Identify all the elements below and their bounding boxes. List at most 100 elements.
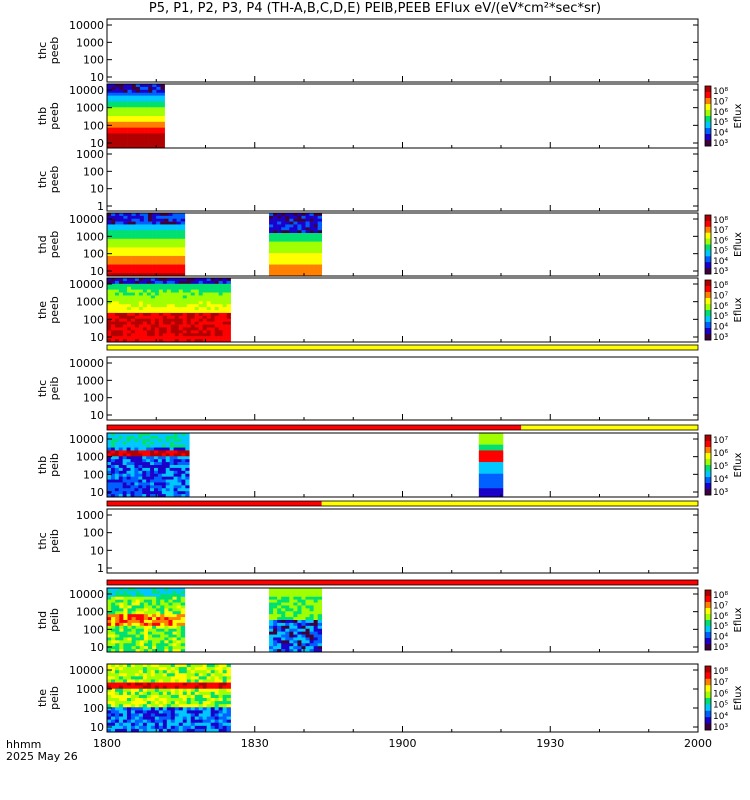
- spectrogram-cell: [123, 244, 128, 248]
- spectrogram-cell: [130, 725, 136, 730]
- spectrogram-cell: [173, 435, 178, 440]
- spectrogram-cell: [164, 614, 169, 618]
- y-tick-label: 10: [90, 486, 104, 499]
- spectrogram-cell: [148, 142, 153, 146]
- spectrogram-cell: [301, 614, 306, 618]
- spectrogram-cell: [289, 608, 294, 612]
- colorbar-step: [705, 253, 711, 256]
- spectrogram-cell: [131, 258, 136, 262]
- spectrogram-cell: [202, 667, 207, 671]
- spectrogram-cell: [122, 339, 128, 343]
- spectrogram-cell: [176, 215, 182, 220]
- spectrogram-cell: [138, 318, 144, 322]
- spectrogram-cell: [273, 224, 278, 228]
- spectrogram-cell: [198, 327, 204, 331]
- spectrogram-cell: [269, 218, 274, 222]
- spectrogram-cell: [293, 617, 298, 621]
- spectrogram-cell: [126, 333, 132, 337]
- spectrogram-cell: [107, 664, 112, 668]
- spectrogram-cell: [115, 110, 120, 114]
- spectrogram-cell: [218, 301, 223, 305]
- spectrogram-cell: [111, 608, 116, 612]
- spectrogram-cell: [127, 622, 132, 627]
- spectrogram-cell: [186, 330, 192, 334]
- spectrogram-cell: [305, 250, 310, 254]
- spectrogram-cell: [180, 221, 186, 225]
- spectrogram-cell: [202, 292, 207, 296]
- colorbar-tick-label: 10⁷: [713, 291, 728, 301]
- spectrogram-cell: [161, 462, 167, 466]
- spectrogram-cell: [289, 593, 294, 598]
- spectrogram-cell: [148, 127, 153, 131]
- spectrogram-cell: [160, 235, 165, 240]
- spectrogram-cell: [115, 213, 120, 217]
- spectrogram-cell: [198, 283, 204, 288]
- spectrogram-cell: [118, 310, 124, 314]
- spectrogram-cell: [158, 701, 164, 705]
- spectrogram-cell: [186, 298, 192, 302]
- spectrogram-cell: [114, 716, 120, 720]
- spectrogram-cell: [131, 124, 137, 128]
- spectrogram-cell: [176, 267, 182, 271]
- y-axis-label-probe: the: [36, 301, 49, 319]
- spectrogram-cell: [166, 713, 172, 717]
- colorbar-step: [705, 444, 711, 446]
- spectrogram-cell: [138, 462, 143, 466]
- spectrogram-cell: [158, 315, 164, 320]
- spectrogram-cell: [482, 479, 488, 483]
- spectrogram-cell: [218, 336, 223, 340]
- spectrogram-cell: [138, 283, 144, 288]
- spectrogram-cell: [166, 327, 172, 331]
- spectrogram-cell: [139, 142, 145, 146]
- spectrogram-cell: [143, 267, 149, 271]
- spectrogram-cell: [305, 215, 310, 220]
- status-bar-frame: [106, 500, 699, 507]
- spectrogram-cell: [147, 634, 153, 638]
- spectrogram-cell: [190, 298, 196, 302]
- spectrogram-cell: [182, 670, 188, 674]
- spectrogram-cell: [114, 447, 120, 451]
- y-axis-label-product: peeb: [48, 296, 61, 324]
- spectrogram-cell: [222, 673, 227, 677]
- spectrogram-cell: [297, 593, 302, 598]
- spectrogram-cell: [130, 278, 136, 282]
- spectrogram-cell: [118, 707, 124, 711]
- spectrogram-cell: [478, 433, 484, 437]
- spectrogram-cell: [293, 264, 298, 268]
- spectrogram-cell: [122, 682, 128, 686]
- spectrogram-cell: [114, 470, 120, 475]
- spectrogram-cell: [180, 264, 186, 268]
- spectrogram-cell: [160, 596, 165, 600]
- colorbar-step: [705, 250, 711, 253]
- spectrogram-cell: [172, 625, 177, 630]
- spectrogram-cell: [198, 286, 204, 290]
- colorbar-step: [705, 699, 711, 702]
- spectrogram-cell: [142, 321, 148, 325]
- spectrogram-cell: [130, 676, 136, 680]
- spectrogram-cell: [144, 139, 149, 143]
- spectrogram-cell: [317, 649, 323, 653]
- spectrogram-cell: [152, 273, 157, 277]
- spectrogram-cell: [173, 462, 178, 466]
- spectrogram-cell: [162, 667, 168, 671]
- spectrogram-cell: [176, 602, 182, 606]
- panel-frame: [106, 212, 699, 277]
- colorbar-step: [705, 120, 711, 123]
- colorbar-step: [705, 725, 711, 728]
- spectrogram-cell: [154, 301, 160, 305]
- spectrogram-cell: [289, 253, 294, 257]
- spectrogram-cell: [210, 298, 215, 302]
- spectrogram-cell: [494, 470, 500, 475]
- spectrogram-cell: [119, 637, 124, 641]
- spectrogram-cell: [170, 304, 176, 308]
- spectrogram-cell: [313, 631, 318, 635]
- spectrogram-cell: [143, 218, 149, 222]
- spectrogram-cell: [114, 682, 120, 686]
- spectrogram-cell: [139, 113, 145, 117]
- colorbar-step: [705, 122, 711, 124]
- spectrogram-cell: [269, 230, 274, 234]
- spectrogram-cell: [111, 611, 116, 615]
- spectrogram-cell: [160, 258, 165, 262]
- spectrogram-cell: [138, 704, 144, 708]
- spectrogram-cell: [285, 617, 290, 621]
